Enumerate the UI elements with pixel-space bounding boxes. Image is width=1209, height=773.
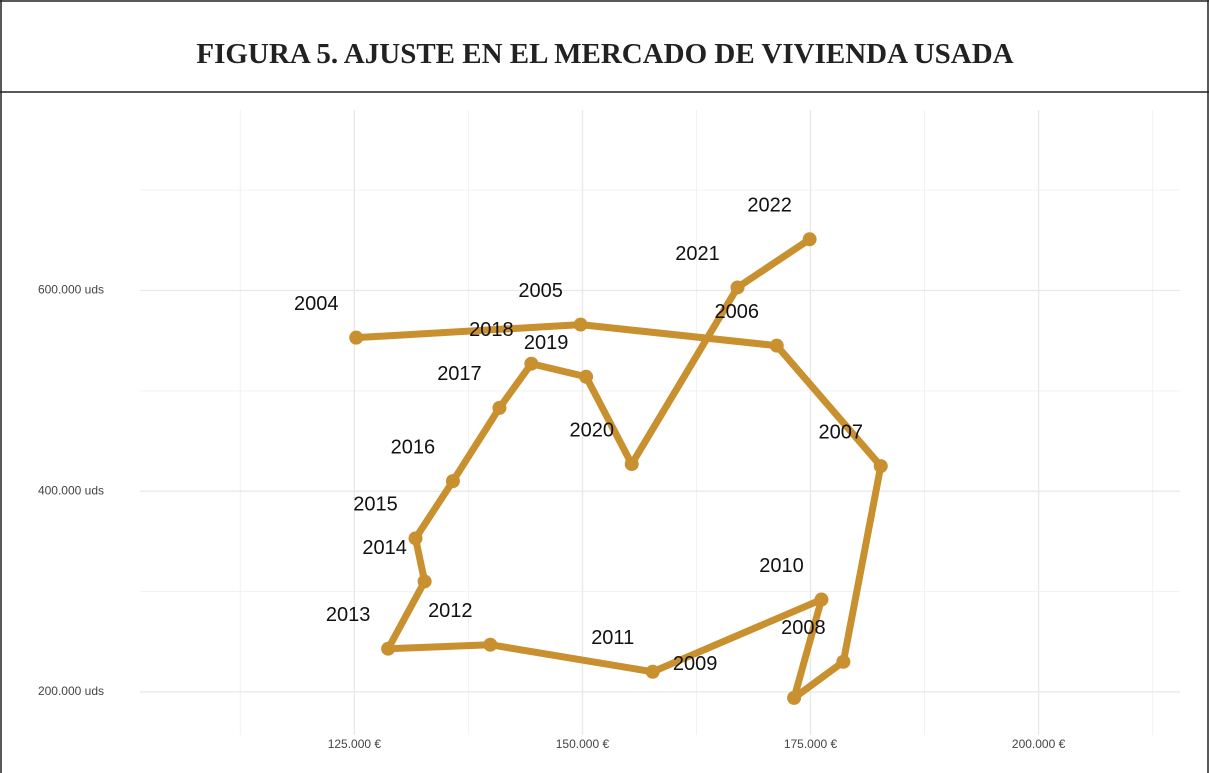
point-label: 2022 — [747, 195, 792, 217]
point-label: 2013 — [326, 604, 371, 626]
point — [483, 637, 498, 652]
point-label: 2006 — [715, 301, 760, 323]
point-label: 2009 — [673, 653, 718, 675]
point — [524, 356, 539, 371]
point — [730, 280, 745, 295]
point — [492, 400, 507, 415]
point-label: 2011 — [591, 627, 634, 649]
point-label: 2005 — [518, 280, 563, 302]
point — [381, 641, 396, 656]
point-label: 2016 — [391, 436, 436, 458]
point — [349, 330, 364, 345]
x-tick-label: 200.000 € — [1012, 737, 1066, 751]
y-tick-label: 200.000 uds — [38, 684, 104, 698]
point — [417, 574, 432, 589]
chart-title: FIGURA 5. AJUSTE EN EL MERCADO DE VIVIEN… — [196, 38, 1013, 70]
point — [579, 369, 594, 384]
y-tick-label: 400.000 uds — [38, 483, 104, 497]
y-tick-label: 600.000 uds — [38, 283, 104, 297]
point — [873, 459, 888, 474]
point-label: 2018 — [469, 319, 514, 341]
x-tick-label: 125.000 € — [328, 737, 382, 751]
point-label: 2007 — [819, 421, 864, 443]
point-label: 2019 — [524, 332, 569, 354]
point-label: 2004 — [294, 293, 339, 315]
point-label: 2012 — [428, 600, 473, 622]
point-label: 2021 — [675, 243, 720, 265]
point — [624, 457, 639, 472]
point-label: 2020 — [569, 419, 614, 441]
point-label: 2015 — [353, 494, 398, 516]
point-label: 2010 — [759, 555, 804, 577]
point — [814, 592, 829, 607]
point — [408, 531, 423, 546]
point-label: 2014 — [362, 537, 407, 559]
point — [802, 232, 817, 247]
point-label: 2008 — [781, 617, 826, 639]
point — [787, 690, 802, 705]
point-label: 2017 — [437, 363, 482, 385]
x-tick-label: 150.000 € — [556, 737, 610, 751]
point — [836, 654, 851, 669]
x-tick-label: 175.000 € — [784, 737, 838, 751]
point — [445, 474, 460, 489]
point — [645, 664, 660, 679]
point — [769, 338, 784, 353]
point — [573, 317, 588, 332]
